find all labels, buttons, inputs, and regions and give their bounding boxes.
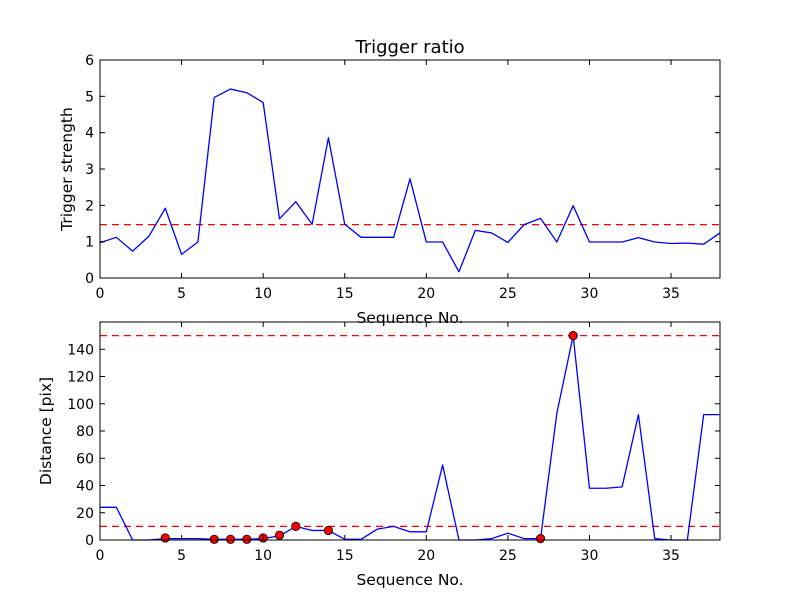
bottom-chart-frame — [99, 321, 721, 541]
top-chart-xtick-label: 35 — [662, 286, 680, 302]
bottom-chart-ytick-label: 40 — [76, 479, 94, 495]
bottom-chart-highlight-point — [160, 533, 170, 543]
bottom-chart-xtick-label: 15 — [336, 548, 354, 564]
top-chart-xtick-label: 15 — [336, 286, 354, 302]
bottom-chart-xlabel: Sequence No. — [356, 571, 463, 589]
bottom-chart-xtick-label: 0 — [96, 548, 105, 564]
top-chart-xlabel: Sequence No. — [356, 309, 463, 327]
top-chart-ytick-label: 1 — [85, 235, 94, 251]
bottom-chart-ylabel: Distance [pix] — [37, 377, 55, 485]
bottom-chart-highlight-point — [225, 534, 236, 544]
bottom-chart-ytick-label: 20 — [76, 506, 94, 522]
bottom-chart-ytick-label: 140 — [67, 342, 94, 358]
bottom-chart-marks — [100, 331, 720, 544]
bottom-chart-highlight-point — [323, 525, 334, 536]
top-chart-ytick-label: 2 — [85, 198, 94, 214]
top-chart-ytick-label: 5 — [85, 89, 94, 105]
bottom-chart-ticks: 0 5 10 15 20 25 30 35 0 20 40 60 80 100 120 140 — [67, 322, 720, 564]
bottom-chart-highlight-point — [535, 534, 546, 544]
top-chart-ytick-label: 0 — [85, 271, 94, 287]
top-chart-xtick-label: 25 — [499, 286, 517, 302]
bottom-chart-series-line — [100, 334, 720, 541]
top-chart-xtick-label: 5 — [177, 286, 186, 302]
bottom-chart-ytick-label: 80 — [76, 424, 94, 440]
bottom-chart-xtick-label: 25 — [499, 548, 517, 564]
bottom-chart-highlight-point — [291, 521, 301, 531]
bottom-chart-ytick-label: 120 — [67, 370, 94, 386]
top-chart-xtick-label: 0 — [96, 286, 105, 302]
top-chart-ytick-label: 6 — [85, 53, 94, 69]
top-chart-xtick-label: 30 — [581, 286, 599, 302]
bottom-chart-highlight-point — [274, 530, 285, 540]
top-chart: 0 5 10 15 20 25 30 35 0 1 2 3 4 5 6 Trigger strength S… — [58, 53, 721, 327]
top-chart-frame — [99, 59, 721, 279]
bottom-chart-highlight-point — [209, 534, 219, 544]
bottom-chart: 0 5 10 15 20 25 30 35 0 20 40 60 80 100 120 140 Distanc… — [37, 321, 721, 589]
top-chart-series-line — [99, 88, 721, 273]
bottom-chart-ytick-label: 60 — [76, 451, 94, 467]
bottom-chart-xtick-label: 5 — [177, 548, 186, 564]
top-chart-ticks: 0 5 10 15 20 25 30 35 0 1 2 3 4 5 6 — [85, 53, 720, 302]
bottom-chart-xtick-label: 10 — [254, 548, 272, 564]
bottom-chart-ytick-label: 0 — [85, 533, 94, 549]
top-chart-xtick-label: 10 — [254, 286, 272, 302]
bottom-chart-highlight-point — [568, 331, 578, 341]
bottom-chart-xtick-label: 20 — [417, 548, 435, 564]
bottom-chart-xtick-label: 30 — [581, 548, 599, 564]
top-chart-ylabel: Trigger strength — [58, 107, 76, 232]
chart-title: Trigger ratio — [354, 37, 464, 58]
top-chart-ytick-label: 4 — [85, 126, 94, 142]
bottom-chart-xtick-label: 35 — [662, 548, 680, 564]
bottom-chart-ytick-label: 100 — [67, 397, 94, 413]
top-chart-marks — [99, 88, 721, 273]
top-chart-ytick-label: 3 — [85, 162, 94, 178]
top-chart-xtick-label: 20 — [417, 286, 435, 302]
bottom-chart-highlight-point — [242, 534, 252, 544]
